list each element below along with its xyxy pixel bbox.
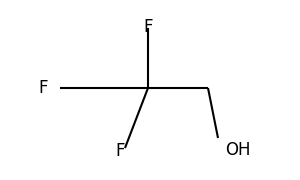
Text: F: F <box>38 79 48 97</box>
Text: OH: OH <box>225 141 250 159</box>
Text: F: F <box>115 142 125 160</box>
Text: F: F <box>143 18 153 36</box>
